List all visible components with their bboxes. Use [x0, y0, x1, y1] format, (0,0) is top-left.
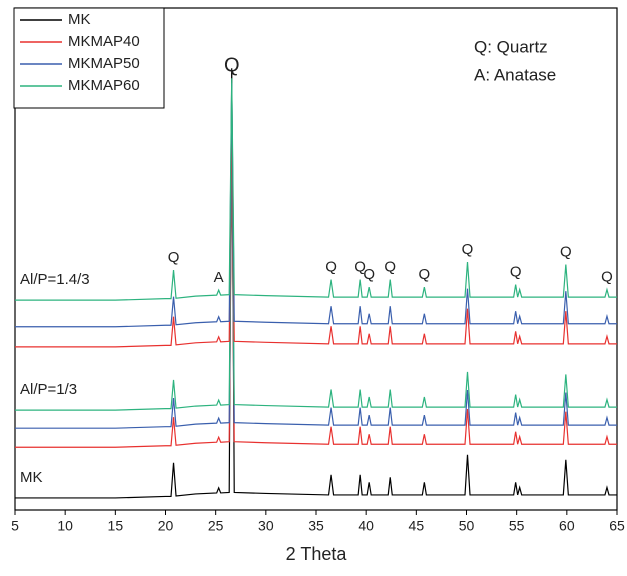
- legend-label: MK: [68, 11, 91, 28]
- x-tick-label: 35: [308, 518, 324, 534]
- legend-box: [13, 7, 165, 109]
- x-tick-label: 30: [258, 518, 274, 534]
- peak-label: Q: [419, 266, 431, 283]
- legend-label: MKMAP40: [68, 33, 140, 50]
- series-line: [15, 133, 617, 429]
- peak-label: Q: [224, 55, 240, 77]
- x-tick-label: 40: [358, 518, 374, 534]
- series-line: [15, 108, 617, 411]
- x-tick-label: 5: [11, 518, 19, 534]
- key-text: Q: Quartz: [474, 37, 548, 56]
- x-axis-label: 2 Theta: [286, 544, 348, 564]
- x-tick-label: 20: [158, 518, 174, 534]
- x-tick-label: 10: [57, 518, 73, 534]
- x-tick-label: 15: [108, 518, 124, 534]
- peak-label: Q: [168, 249, 180, 266]
- key-text: A: Anatase: [474, 65, 556, 84]
- series-line: [15, 118, 617, 348]
- peak-label: Q: [325, 259, 337, 276]
- series-line: [15, 68, 617, 499]
- group-label: Al/P=1.4/3: [20, 271, 90, 288]
- x-tick-label: 55: [509, 518, 525, 534]
- group-label: Al/P=1/3: [20, 381, 77, 398]
- series-line: [15, 158, 617, 448]
- peak-label: Q: [384, 259, 396, 276]
- peak-label: Q: [510, 264, 522, 281]
- peak-label: Q: [354, 259, 366, 276]
- x-tick-label: 45: [409, 518, 425, 534]
- x-tick-label: 60: [559, 518, 575, 534]
- x-tick-label: 65: [609, 518, 625, 534]
- legend-label: MKMAP60: [68, 77, 140, 94]
- x-tick-label: 50: [459, 518, 475, 534]
- peak-label: Q: [601, 269, 613, 286]
- peak-label: Q: [560, 243, 572, 260]
- peak-label: A: [214, 269, 224, 286]
- peak-label: Q: [462, 241, 474, 258]
- series-line: [15, 83, 617, 328]
- group-label: MK: [20, 469, 43, 486]
- x-tick-label: 25: [208, 518, 224, 534]
- peak-label: Q: [363, 266, 375, 283]
- legend-label: MKMAP50: [68, 55, 140, 72]
- series-line: [15, 78, 617, 301]
